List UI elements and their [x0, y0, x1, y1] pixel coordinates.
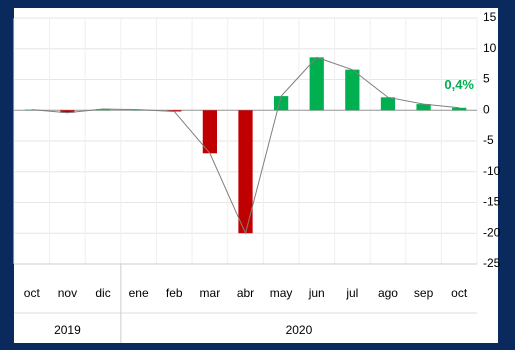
- y-tick-label: 10: [483, 41, 497, 55]
- y-tick-label: 5: [483, 72, 490, 86]
- y-tick-label: -5: [483, 133, 494, 147]
- x-tick-label: may: [270, 286, 293, 300]
- group-label: 2020: [286, 323, 313, 337]
- bar: [345, 69, 360, 111]
- bar: [452, 107, 467, 111]
- y-tick-label: -25: [483, 256, 501, 270]
- y-tick-label: -20: [483, 225, 501, 239]
- x-tick-label: jul: [345, 286, 358, 300]
- y-tick-label: -15: [483, 195, 501, 209]
- x-tick-label: abr: [237, 286, 254, 300]
- x-tick-label: mar: [200, 286, 221, 300]
- x-tick-label: oct: [24, 286, 41, 300]
- x-tick-label: ene: [129, 286, 149, 300]
- bar: [380, 97, 396, 111]
- x-tick-label: sep: [414, 286, 434, 300]
- x-tick-label: ago: [378, 286, 398, 300]
- bar: [416, 104, 431, 111]
- bar: [60, 110, 75, 113]
- line: [31, 56, 460, 235]
- x-tick-label: oct: [451, 286, 468, 300]
- chart-background: [14, 8, 498, 343]
- value-label: 0,4%: [444, 77, 474, 92]
- bar: [95, 109, 111, 111]
- x-tick-label: dic: [95, 286, 110, 300]
- bar: [309, 57, 324, 111]
- y-tick-label: -10: [483, 164, 501, 178]
- y-tick-label: 15: [483, 10, 497, 24]
- bar: [167, 110, 182, 112]
- y-tick-label: 0: [483, 102, 490, 116]
- bar: [238, 110, 253, 234]
- bar: [202, 110, 218, 154]
- x-tick-label: feb: [166, 286, 183, 300]
- x-tick-label: nov: [58, 286, 77, 300]
- bar: [273, 96, 289, 111]
- x-tick-label: jun: [308, 286, 325, 300]
- group-label: 2019: [54, 323, 81, 337]
